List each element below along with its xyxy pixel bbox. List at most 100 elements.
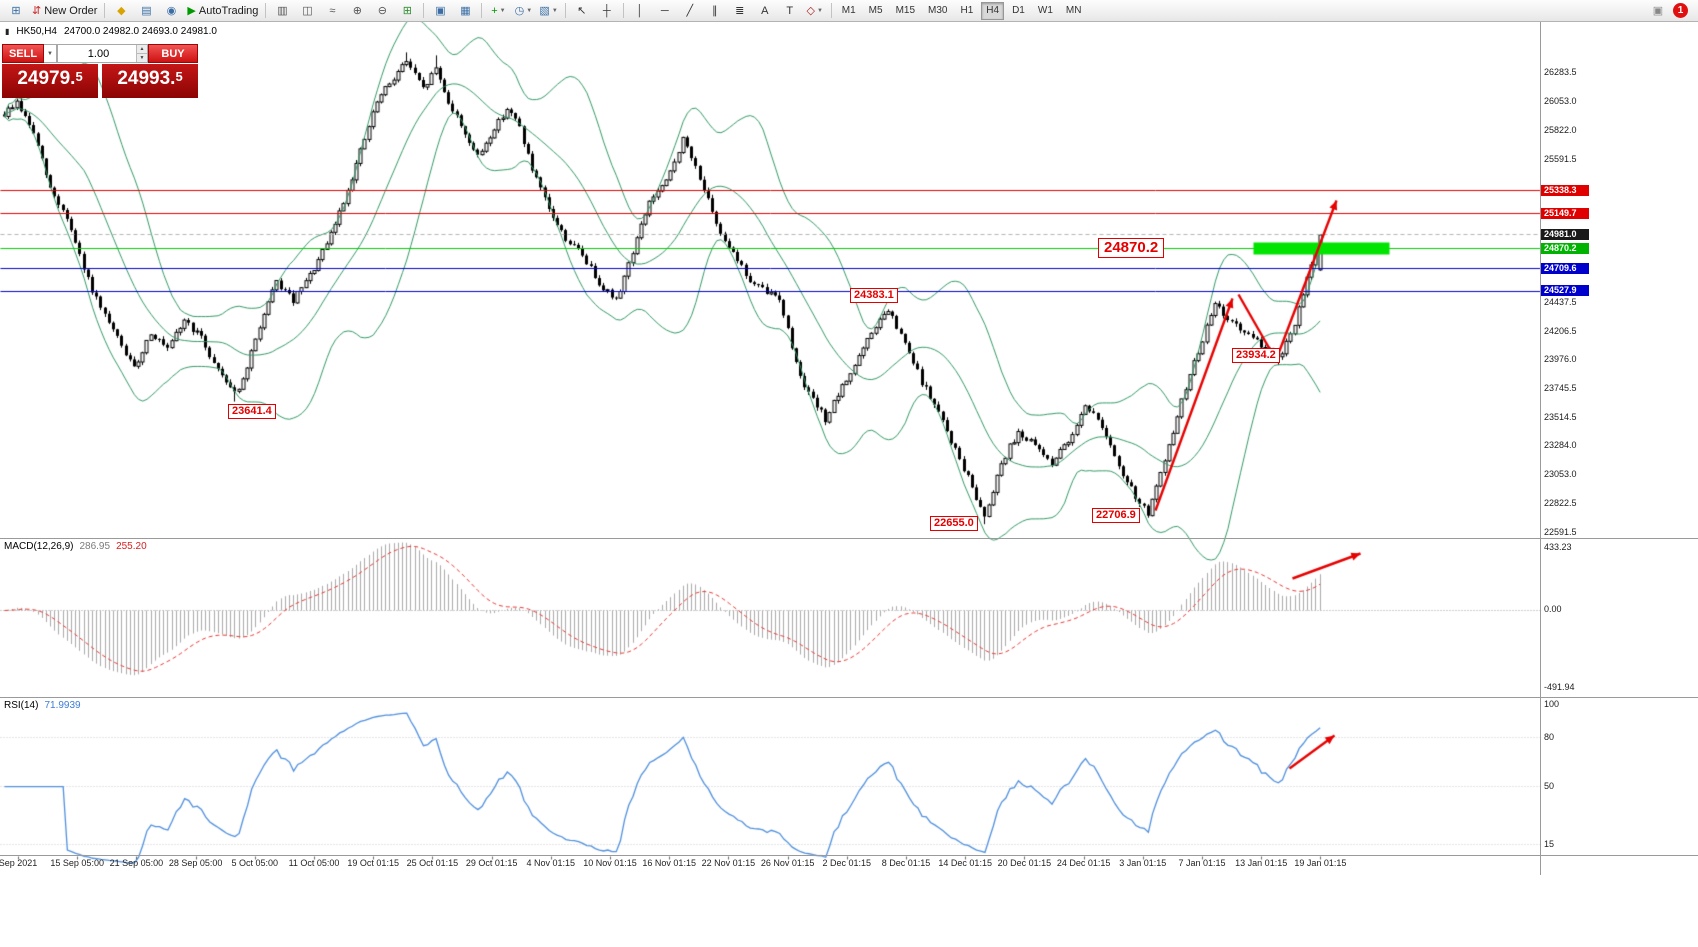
buy-button[interactable]: BUY [148, 44, 198, 63]
arrows-button[interactable]: ◇ ▼ [803, 1, 827, 21]
time-axis-label[interactable]: 7 Jan 01:15 [1178, 858, 1226, 868]
annotation-22706.9[interactable]: 22706.9 [1092, 508, 1140, 523]
rsi-panel-separator[interactable] [0, 697, 1698, 698]
arrows-button-dropdown[interactable]: ▼ [817, 7, 823, 14]
horizontal-line-button[interactable]: ─ [653, 1, 677, 21]
time-axis-label[interactable]: 21 Sep 05:00 [109, 858, 164, 868]
text-button[interactable]: A [753, 1, 777, 21]
macd-signal-value: 255.20 [116, 541, 147, 552]
time-axis-label[interactable]: 11 Oct 05:00 [288, 858, 340, 868]
volume-decrease-button[interactable]: ▼ [136, 53, 147, 62]
time-axis-label[interactable]: 24 Dec 01:15 [1056, 858, 1111, 868]
toolbar-separator [481, 3, 483, 18]
mailbox-icon[interactable]: ▣ [1652, 5, 1664, 17]
time-axis-label[interactable]: 19 Jan 01:15 [1294, 858, 1347, 868]
zoom-out-button[interactable]: ⊖ [370, 1, 394, 21]
chart-line-button[interactable]: ≈ [320, 1, 344, 21]
time-axis-label[interactable]: 28 Sep 05:00 [168, 858, 223, 868]
timeframe-d1-button[interactable]: D1 [1012, 5, 1025, 16]
sell-price-sup: 5 [75, 69, 83, 84]
annotation-24383.1[interactable]: 24383.1 [850, 288, 898, 303]
metaeditor-icon: ◆ [117, 5, 126, 17]
new-chart-button[interactable]: ⊞ [4, 1, 28, 21]
sell-button[interactable]: SELL [2, 44, 44, 63]
annotation-23641.4[interactable]: 23641.4 [228, 404, 276, 419]
auto-arrange-button[interactable]: ▦ [453, 1, 477, 21]
indicators-button-dropdown[interactable]: ▼ [499, 7, 506, 14]
time-axis-label[interactable]: 26 Nov 01:15 [760, 858, 815, 868]
trendline-button[interactable]: ╱ [678, 1, 702, 21]
zoom-in-button[interactable]: ⊕ [345, 1, 369, 21]
fibonacci-icon: ≣ [735, 5, 745, 17]
market-watch-button[interactable]: ▤ [134, 1, 158, 21]
time-axis-label[interactable]: 29 Oct 01:15 [465, 858, 518, 868]
toolbar-separator [265, 3, 267, 18]
macd-panel-separator[interactable] [0, 538, 1698, 539]
time-axis-label[interactable]: 10 Nov 01:15 [583, 858, 637, 868]
sell-price-display[interactable]: 24979. 5 [2, 64, 98, 98]
vertical-line-button[interactable]: │ [628, 1, 652, 21]
annotation-22655.0[interactable]: 22655.0 [930, 516, 978, 531]
time-axis-separator[interactable] [0, 855, 1698, 856]
volume-input[interactable] [58, 46, 147, 61]
mql5-community-button[interactable]: ◉ [159, 1, 183, 21]
tile-windows-button[interactable]: ⊞ [395, 1, 419, 21]
time-axis-label[interactable]: 22 Nov 01:15 [701, 858, 756, 868]
timeframe-h4-button[interactable]: H4 [981, 1, 1005, 20]
new-order-icon: ⇵ [32, 5, 42, 17]
auto-arrange-icon: ▦ [460, 5, 471, 17]
price-axis-label: 23514.5 [1544, 411, 1577, 422]
autotrading-button[interactable]: ▶ AutoTrading [184, 1, 261, 21]
time-axis-label[interactable]: 3 Jan 01:15 [1119, 858, 1167, 868]
price-axis-label: 24437.5 [1544, 297, 1577, 308]
time-axis-label[interactable]: 15 Sep 05:00 [50, 858, 104, 868]
metaeditor-button[interactable]: ◆ [109, 1, 133, 21]
periods-button[interactable]: ◷ ▼ [511, 1, 535, 21]
timeframe-m15-button[interactable]: M15 [895, 5, 916, 16]
time-axis-label[interactable]: 19 Oct 01:15 [347, 858, 399, 868]
volume-preset-dropdown[interactable]: ▼ [44, 44, 57, 63]
price-axis-label: 26283.5 [1544, 67, 1577, 78]
timeframe-w1-button[interactable]: W1 [1037, 5, 1053, 16]
macd-axis-label: 0.00 [1544, 604, 1562, 614]
crosshair-button[interactable]: ┼ [595, 1, 619, 21]
time-axis-label[interactable]: 25 Oct 01:15 [406, 858, 459, 868]
equidistant-channel-button[interactable]: ∥ [703, 1, 727, 21]
time-axis-label[interactable]: 16 Nov 01:15 [642, 858, 696, 868]
chart-candlesticks-button[interactable]: ◫ [295, 1, 319, 21]
text-label-button[interactable]: T [778, 1, 802, 21]
templates-button-dropdown[interactable]: ▼ [551, 7, 558, 14]
time-axis-label[interactable]: 20 Dec 01:15 [997, 858, 1052, 868]
time-axis-label[interactable]: 13 Jan 01:15 [1235, 858, 1288, 868]
time-axis-label[interactable]: Sep 2021 [0, 858, 38, 868]
cursor-button[interactable]: ↖ [570, 1, 594, 21]
chart-bars-button[interactable]: ▥ [270, 1, 294, 21]
time-axis-label[interactable]: 14 Dec 01:15 [938, 858, 992, 868]
templates-button[interactable]: ▧ ▼ [536, 1, 560, 21]
fibonacci-button[interactable]: ≣ [728, 1, 752, 21]
buy-price-display[interactable]: 24993. 5 [102, 64, 198, 98]
notifications-badge[interactable]: 1 [1673, 3, 1688, 18]
indicators-button[interactable]: + ▼ [486, 1, 510, 21]
timeframe-h1-button[interactable]: H1 [960, 5, 974, 16]
arrange-windows-button[interactable]: ▣ [428, 1, 452, 21]
time-axis-label[interactable]: 8 Dec 01:15 [881, 858, 931, 868]
periods-button-dropdown[interactable]: ▼ [526, 7, 533, 14]
horizontal-line-icon: ─ [660, 4, 669, 17]
timeframe-mn-button[interactable]: MN [1065, 5, 1082, 16]
annotation-23934.2[interactable]: 23934.2 [1232, 348, 1280, 363]
chart-symbol-icon: ▮ [5, 27, 10, 36]
new-order-button[interactable]: ⇵ New Order [29, 1, 100, 21]
time-axis-label[interactable]: 5 Oct 05:00 [231, 858, 279, 868]
price-axis-label: 22591.5 [1544, 526, 1577, 537]
time-axis-label[interactable]: 4 Nov 01:15 [526, 858, 576, 868]
mql5-community-icon: ◉ [166, 5, 177, 17]
time-axis-label[interactable]: 2 Dec 01:15 [822, 858, 872, 868]
timeframe-m5-button[interactable]: M5 [868, 5, 883, 16]
annotation-24870.2[interactable]: 24870.2 [1098, 238, 1165, 258]
periods-icon: ◷ [514, 5, 525, 17]
timeframe-m30-button[interactable]: M30 [928, 5, 948, 16]
timeframe-m1-button[interactable]: M1 [841, 5, 856, 16]
volume-increase-button[interactable]: ▲ [136, 45, 147, 53]
